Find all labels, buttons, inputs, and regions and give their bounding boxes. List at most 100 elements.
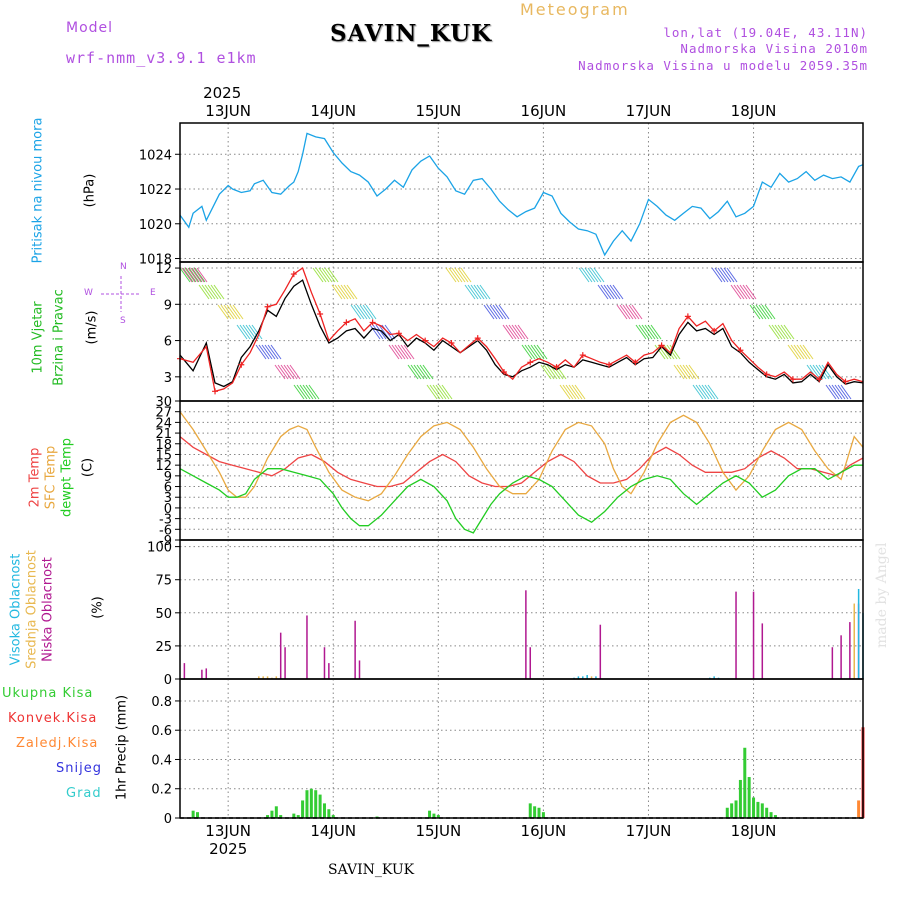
series-bar [262, 676, 264, 679]
wind-barb [220, 304, 232, 320]
wind-barb [723, 267, 735, 283]
pressure-panel: 1018 1020 1022 1024 [139, 122, 864, 268]
wind-barb [270, 344, 282, 360]
wind-barb [809, 364, 821, 380]
series-bar [358, 660, 361, 679]
gust-marker [317, 310, 324, 317]
wind-barb [407, 364, 419, 380]
wind-barb [217, 304, 229, 320]
series-line [179, 266, 864, 393]
wind-barb [714, 267, 726, 283]
wind-barb [780, 324, 792, 340]
wind-barb [388, 344, 400, 360]
compass-n: N [120, 262, 127, 272]
wind-barb [255, 344, 267, 360]
y-tick-label: 6 [164, 481, 172, 496]
wind-barb [495, 304, 507, 320]
model-label: Model [66, 20, 114, 36]
wind-barb [707, 384, 719, 400]
wind-barb [232, 304, 244, 320]
wind-barb [574, 384, 586, 400]
gust-marker [789, 376, 796, 383]
gust-marker [606, 361, 613, 368]
gust-marker [422, 337, 429, 344]
y-tick-label: 50 [155, 607, 172, 622]
wind-barb [226, 304, 238, 320]
wind-barb [749, 304, 761, 320]
gust-marker [212, 388, 219, 395]
wind-barb [593, 267, 605, 283]
y-tick-label: 12 [155, 262, 172, 277]
series-bar [318, 794, 322, 818]
wind-barb [416, 364, 428, 380]
date-label-bottom: 16JUN [521, 822, 567, 840]
wind-barb [492, 304, 504, 320]
series-bar [765, 807, 769, 818]
wind-barb [258, 344, 270, 360]
series-bar [266, 676, 269, 679]
wind-barb [834, 384, 846, 400]
time-axis-top: 13JUN 14JUN 15JUN 16JUN 17JUN 18JUN 2025 [203, 84, 776, 120]
wind-barb [695, 384, 707, 400]
wind-barb [644, 324, 656, 340]
wind-barb [207, 284, 219, 300]
gust-marker [343, 319, 350, 326]
wind-barb [372, 324, 384, 340]
wind-barb [698, 384, 710, 400]
panel-frame [179, 539, 864, 680]
wind-panel: 3 6 9 12 [155, 261, 864, 402]
wind-barb [223, 304, 235, 320]
wind-barb [717, 267, 729, 283]
wind-barb [736, 284, 748, 300]
model-name: wrf-nmm_v3.9.1 e1km [66, 49, 257, 67]
wind-barb [251, 324, 263, 340]
series-bar [752, 797, 756, 818]
wind-barb [460, 267, 472, 283]
series-bar [274, 806, 278, 818]
wind-barb [543, 364, 555, 380]
wind-barb [384, 324, 396, 340]
series-bar [857, 800, 861, 818]
wind-barb [432, 384, 444, 400]
wind-barb [210, 284, 222, 300]
series-bar [201, 669, 203, 679]
series-bar [327, 809, 331, 818]
wind-barb [394, 344, 406, 360]
wind-barb [802, 344, 814, 360]
wind-barb [536, 344, 548, 360]
wind-barb [600, 284, 612, 300]
wind-barb [264, 344, 276, 360]
series-bar [279, 815, 283, 818]
series-bar [747, 777, 751, 818]
wind-barb [498, 304, 510, 320]
wind-barb [350, 304, 362, 320]
series-bar [760, 803, 764, 818]
wind-barb [514, 324, 526, 340]
series-bar [840, 635, 842, 679]
wind-barb [831, 384, 843, 400]
y-tick-label: 75 [155, 574, 172, 589]
wind-barb [299, 384, 311, 400]
wind-barb [321, 267, 333, 283]
series-bar [831, 647, 834, 679]
wind-barb [609, 284, 621, 300]
series-bar [284, 647, 286, 679]
wind-barb [451, 267, 463, 283]
wind-barb [673, 364, 685, 380]
series-bar [743, 747, 747, 818]
wind-barb [606, 284, 618, 300]
y-tick-label: 0 [164, 673, 172, 688]
gust-marker [369, 319, 376, 326]
wind-barb [365, 304, 377, 320]
y-tick-label: -3 [159, 513, 172, 528]
wind-barb [562, 384, 574, 400]
wind-barb [353, 304, 365, 320]
wind-barb [654, 344, 666, 360]
wind-barb [296, 384, 308, 400]
legend-precip-frz: Zaledj.Kisa [16, 736, 99, 751]
wind-barb [828, 384, 840, 400]
y-tick-label: 0.2 [151, 783, 172, 798]
wind-barb [837, 384, 849, 400]
y-tick-label: 27 [155, 406, 172, 421]
y-tick-label: 1020 [139, 218, 172, 233]
